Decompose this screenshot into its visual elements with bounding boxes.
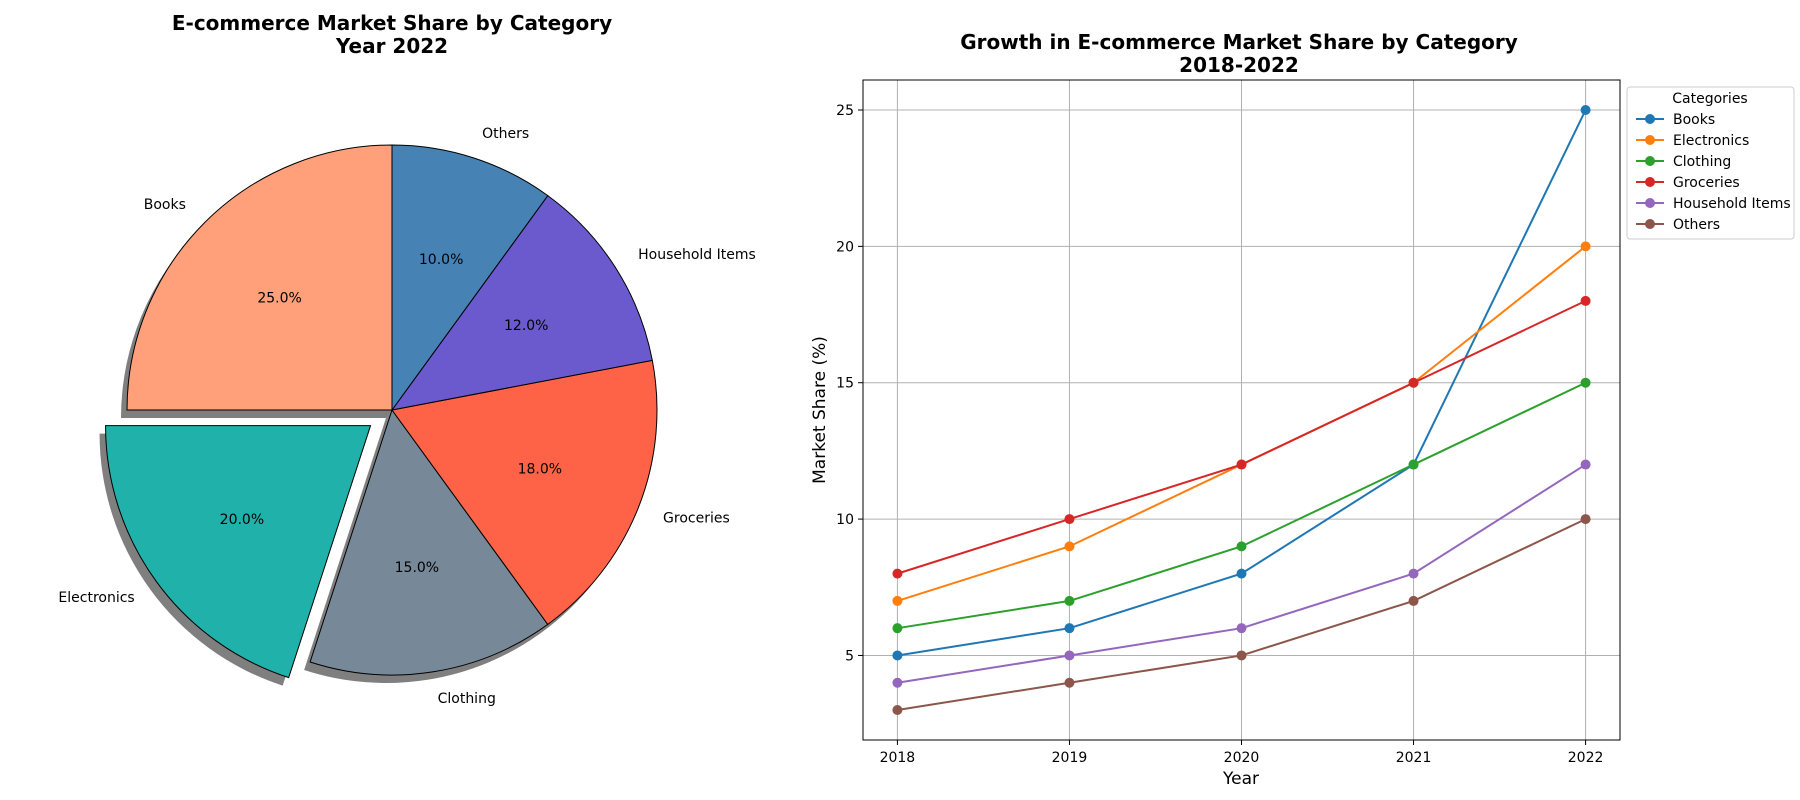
legend-marker-others bbox=[1645, 219, 1655, 229]
pie-wedge-electronics bbox=[105, 425, 372, 679]
y-axis-label: Market Share (%) bbox=[810, 336, 830, 484]
x-tick-label: 2021 bbox=[1396, 750, 1432, 766]
x-tick-label: 2019 bbox=[1052, 750, 1088, 766]
legend-frame bbox=[1626, 86, 1795, 240]
data-point-household-items bbox=[892, 677, 903, 688]
legend-label-electronics: Electronics bbox=[1673, 133, 1749, 149]
pie-subtitle: Year 2022 bbox=[335, 34, 448, 58]
y-tick-label: 5 bbox=[845, 648, 854, 664]
pie-labels: Books 25.0% Electronics 20.0% Clothing 15.0% G… bbox=[58, 126, 755, 707]
legend: Categories Books Electronics Clothing Groce… bbox=[1626, 86, 1795, 240]
pie-chart: E-commerce Market Share by Category Year… bbox=[58, 11, 755, 707]
data-point-clothing bbox=[1580, 377, 1591, 388]
data-point-books bbox=[1580, 105, 1591, 115]
data-point-groceries bbox=[1064, 514, 1075, 525]
data-point-clothing bbox=[1408, 459, 1419, 470]
data-point-groceries bbox=[892, 568, 903, 579]
pie-wedge-others bbox=[391, 144, 549, 412]
line-grid bbox=[863, 80, 1620, 740]
line-chart: Growth in E-commerce Market Share by Cat… bbox=[810, 30, 1795, 789]
pie-percent-electronics: 20.0% bbox=[220, 512, 264, 528]
data-point-others bbox=[1580, 514, 1591, 525]
data-point-clothing bbox=[892, 623, 903, 634]
y-tick-label: 20 bbox=[836, 239, 854, 255]
legend-label-clothing: Clothing bbox=[1673, 154, 1731, 170]
legend-items: Books Electronics Clothing Groceries Househo… bbox=[1636, 112, 1791, 233]
data-point-groceries bbox=[1236, 459, 1247, 470]
pie-label-books: Books bbox=[144, 197, 186, 213]
legend-label-household-items: Household Items bbox=[1673, 196, 1791, 212]
legend-title: Categories bbox=[1672, 91, 1747, 107]
pie-label-electronics: Electronics bbox=[58, 590, 134, 606]
data-point-others bbox=[892, 705, 903, 715]
legend-marker-books bbox=[1645, 114, 1655, 124]
x-axis-label: Year bbox=[1222, 769, 1259, 789]
x-tick-label: 2022 bbox=[1568, 750, 1604, 766]
legend-label-groceries: Groceries bbox=[1673, 175, 1740, 191]
legend-marker-electronics bbox=[1645, 135, 1655, 145]
data-point-clothing bbox=[1236, 541, 1247, 552]
pie-title: E-commerce Market Share by Category bbox=[172, 11, 612, 35]
data-point-household-items bbox=[1236, 623, 1247, 634]
data-point-others bbox=[1408, 595, 1419, 606]
line-title: Growth in E-commerce Market Share by Cat… bbox=[960, 30, 1518, 54]
data-point-electronics bbox=[1064, 541, 1075, 552]
data-point-household-items bbox=[1408, 568, 1419, 579]
data-point-electronics bbox=[892, 595, 903, 606]
data-point-household-items bbox=[1064, 650, 1075, 661]
legend-marker-household-items bbox=[1645, 198, 1655, 208]
pie-percent-books: 25.0% bbox=[257, 291, 301, 307]
pie-wedge-groceries bbox=[391, 359, 658, 626]
data-point-electronics bbox=[1580, 241, 1591, 252]
data-point-books bbox=[1236, 568, 1247, 579]
pie-wedges bbox=[105, 144, 658, 679]
legend-label-others: Others bbox=[1673, 217, 1720, 233]
data-point-others bbox=[1064, 677, 1075, 688]
pie-wedge-clothing bbox=[309, 408, 549, 676]
pie-wedge-household-items bbox=[390, 194, 653, 411]
pie-label-household-items: Household Items bbox=[638, 247, 756, 263]
data-point-household-items bbox=[1580, 459, 1591, 470]
data-point-clothing bbox=[1064, 595, 1075, 606]
x-tick-label: 2018 bbox=[880, 750, 916, 766]
pie-percent-clothing: 15.0% bbox=[395, 560, 439, 576]
y-tick-label: 25 bbox=[836, 103, 854, 119]
data-point-groceries bbox=[1580, 295, 1591, 306]
pie-label-groceries: Groceries bbox=[663, 510, 730, 526]
line-series bbox=[892, 105, 1591, 715]
data-point-others bbox=[1236, 650, 1247, 661]
line-subtitle: 2018-2022 bbox=[1179, 53, 1299, 77]
legend-label-books: Books bbox=[1673, 112, 1715, 128]
legend-marker-clothing bbox=[1645, 156, 1655, 166]
pie-percent-others: 10.0% bbox=[419, 252, 463, 268]
data-point-books bbox=[1064, 623, 1075, 634]
x-tick-label: 2020 bbox=[1224, 750, 1260, 766]
pie-percent-groceries: 18.0% bbox=[518, 462, 562, 478]
data-point-groceries bbox=[1408, 377, 1419, 388]
data-point-books bbox=[892, 650, 903, 661]
pie-label-others: Others bbox=[482, 126, 529, 142]
pie-percent-household-items: 12.0% bbox=[504, 318, 548, 334]
legend-marker-groceries bbox=[1645, 177, 1655, 187]
line-ticks: 2018 2019 2020 2021 2022 5 10 15 20 25 bbox=[836, 103, 1603, 766]
y-tick-label: 10 bbox=[836, 512, 854, 528]
pie-label-clothing: Clothing bbox=[438, 691, 496, 707]
y-tick-label: 15 bbox=[836, 376, 854, 392]
pie-wedge-books bbox=[126, 144, 393, 411]
